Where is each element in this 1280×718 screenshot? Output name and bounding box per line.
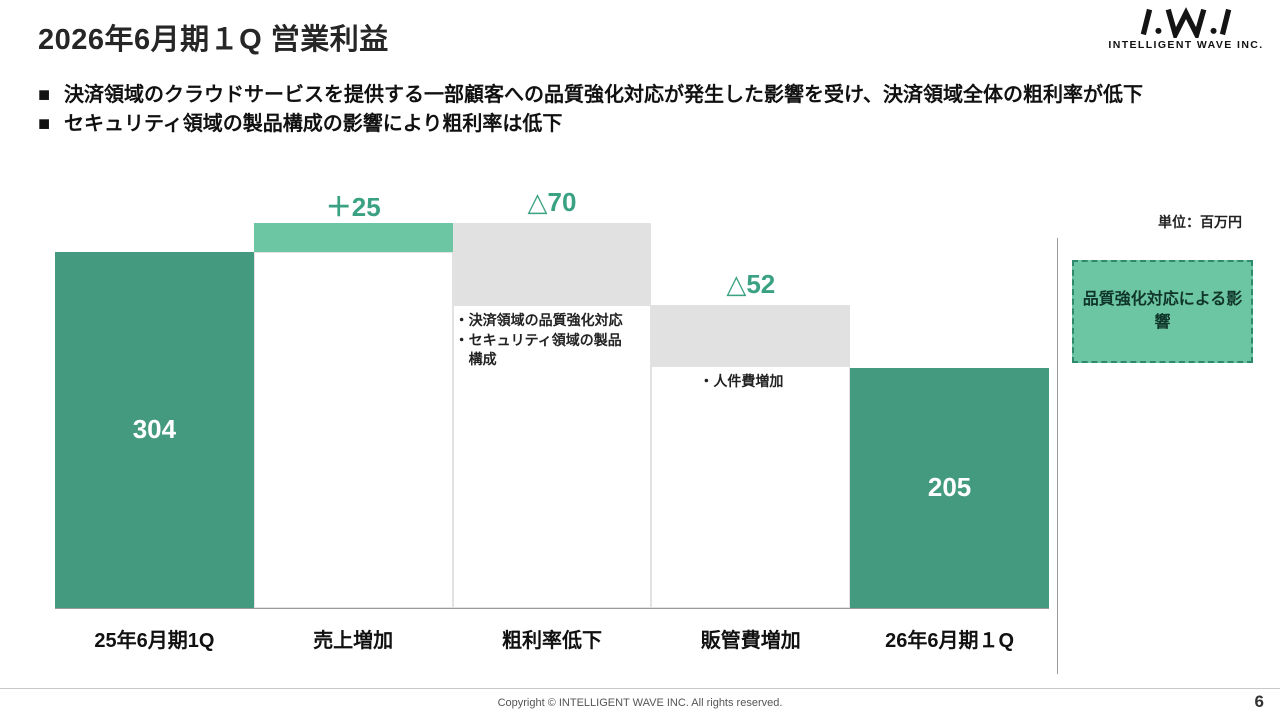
bullet-marker: ■ <box>38 113 51 135</box>
waterfall-bar <box>850 368 1049 608</box>
waterfall-bar <box>452 223 652 305</box>
separator-line <box>1057 238 1058 674</box>
waterfall-bar <box>651 304 851 366</box>
waterfall-bar <box>55 252 254 608</box>
bar-value-label: △70 <box>527 187 577 217</box>
waterfall-stem <box>253 252 453 608</box>
category-label: 販管費増加 <box>700 630 801 652</box>
category-label: 25年6月期1Q <box>94 630 215 652</box>
waterfall-chart: 304 25年6月期1Q ＋25 売上増加 △70 粗利率低下 △52 販管費増加 205 26年… <box>55 187 1049 652</box>
waterfall-stem <box>452 304 652 608</box>
category-label: 粗利率低下 <box>501 630 602 652</box>
bar-value-label: 304 <box>132 414 177 445</box>
bullet-text: セキュリティ領域の製品構成の影響により粗利率は低下 <box>64 113 563 135</box>
footer: Copyright © INTELLIGENT WAVE INC. All ri… <box>0 688 1280 718</box>
chart-annotation-line: 構成 <box>454 351 497 368</box>
axis-baseline <box>55 608 1049 609</box>
chart-annotation-line: ・人件費増加 <box>699 372 784 389</box>
bar-value-label: ＋25 <box>325 192 381 222</box>
bullet-text: 決済領域のクラウドサービスを提供する一部顧客への品質強化対応が発生した影響を受け… <box>64 84 1143 106</box>
highlight-box: 品質強化対応による影響 <box>1072 260 1253 363</box>
bar-value-label: △52 <box>726 268 776 299</box>
chart-annotation-line: ・セキュリティ領域の製品 <box>454 331 622 348</box>
company-logo: INTELLIGENT WAVE INC. <box>1106 6 1266 51</box>
page-title: 2026年6月期１Q 営業利益 <box>38 24 389 56</box>
bar-value-label: 205 <box>927 472 972 503</box>
company-name: INTELLIGENT WAVE INC. <box>1108 39 1264 51</box>
waterfall-bar <box>253 223 453 253</box>
bullet-item: ■ セキュリティ領域の製品構成の影響により粗利率は低下 <box>38 111 1253 138</box>
summary-bullets: ■ 決済領域のクラウドサービスを提供する一部顧客への品質強化対応が発生した影響を… <box>38 82 1253 140</box>
page-number: 6 <box>1254 692 1264 711</box>
chart-annotation: ・決済領域の品質強化対応 ・セキュリティ領域の製品 構成 <box>455 311 623 370</box>
chart-annotation: ・人件費増加 <box>699 372 783 392</box>
bullet-marker: ■ <box>38 84 51 106</box>
copyright-text: Copyright © INTELLIGENT WAVE INC. All ri… <box>497 697 783 709</box>
waterfall-stem <box>651 365 851 608</box>
bullet-item: ■ 決済領域のクラウドサービスを提供する一部顧客への品質強化対応が発生した影響を… <box>38 82 1253 109</box>
iwi-logo-icon <box>1140 7 1232 38</box>
chart-annotation-line: ・決済領域の品質強化対応 <box>454 311 623 328</box>
unit-label: 単位：百万円 <box>1158 214 1242 230</box>
category-label: 26年6月期１Q <box>885 630 1015 652</box>
category-label: 売上増加 <box>313 630 394 652</box>
